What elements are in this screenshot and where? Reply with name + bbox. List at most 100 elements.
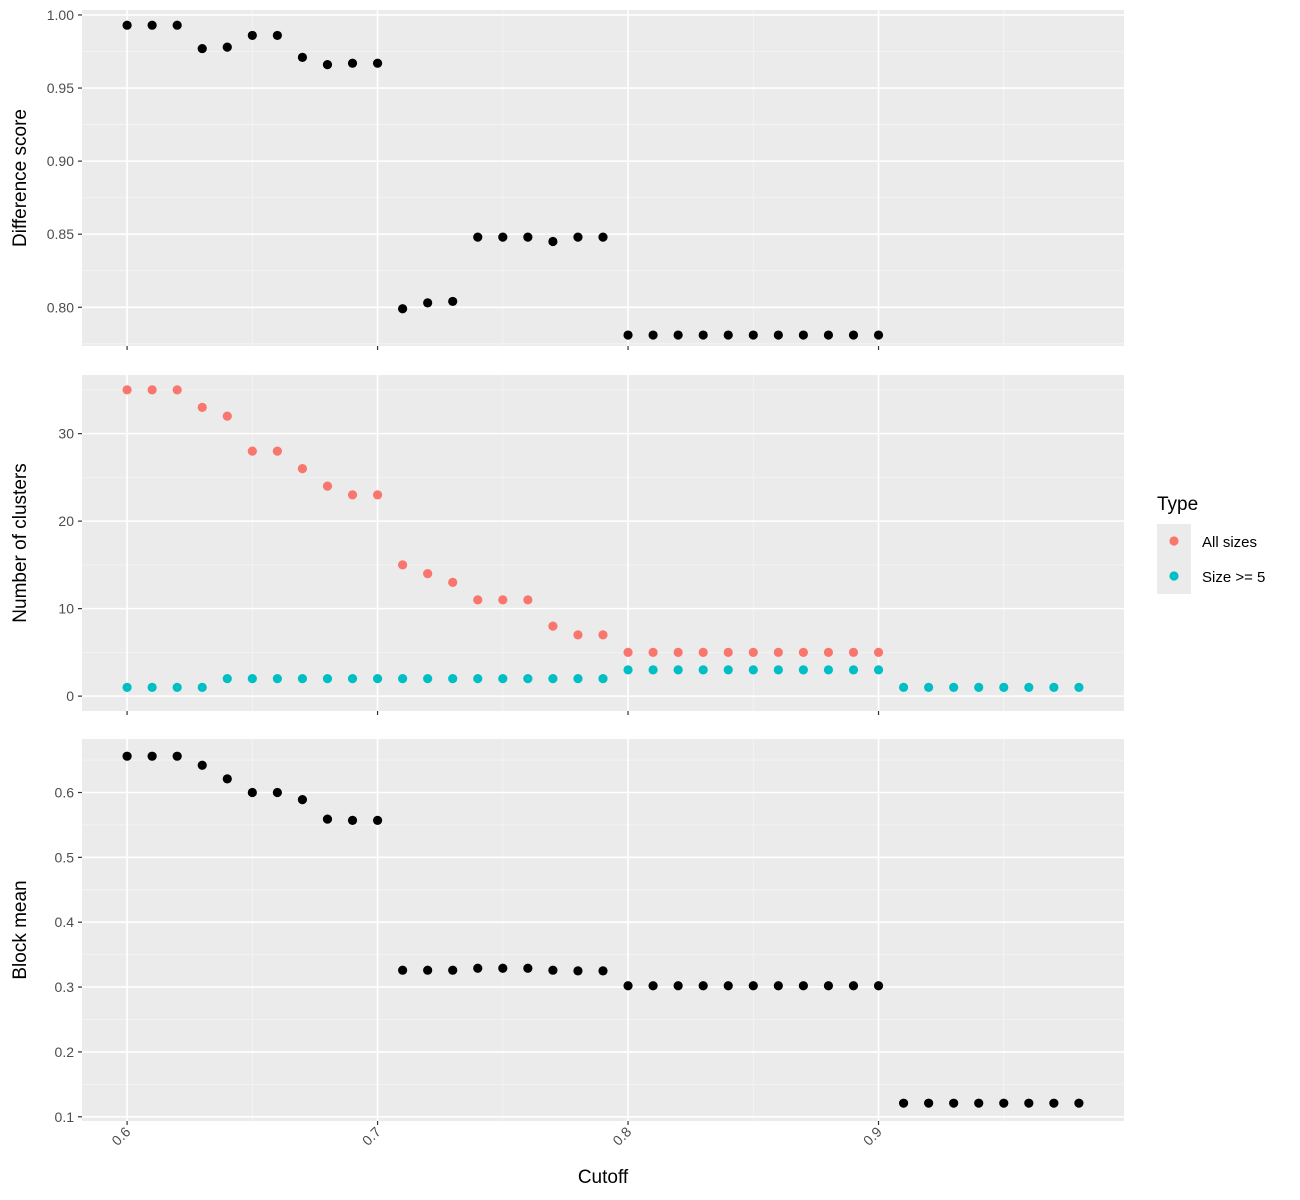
data-point xyxy=(798,330,808,340)
data-point xyxy=(147,20,157,30)
panel-background xyxy=(82,375,1124,711)
data-point xyxy=(398,674,408,684)
data-point xyxy=(347,815,358,825)
data-point xyxy=(573,630,583,640)
data-point xyxy=(197,760,207,770)
data-point xyxy=(748,647,758,657)
data-point xyxy=(197,43,207,54)
data-point xyxy=(498,595,508,605)
y-axis: 0.1 0.2 0.3 0.4 0.5 0.6 xyxy=(55,785,82,1125)
data-point xyxy=(573,966,583,976)
data-point xyxy=(322,674,333,684)
data-point xyxy=(823,665,834,675)
data-point xyxy=(272,787,282,798)
y-tick-label: 0.1 xyxy=(55,1109,75,1125)
x-tick-label: 0.7 xyxy=(359,1123,384,1148)
data-point xyxy=(748,330,758,340)
data-point xyxy=(423,965,433,975)
data-points xyxy=(122,385,1084,692)
data-point xyxy=(1074,1098,1084,1108)
data-point xyxy=(773,981,783,991)
data-point xyxy=(398,560,408,570)
data-point xyxy=(372,674,383,684)
legend-key-all-sizes xyxy=(1169,536,1179,546)
data-point xyxy=(698,647,708,657)
data-point xyxy=(473,595,483,605)
data-point xyxy=(222,674,232,684)
data-point xyxy=(598,232,608,242)
data-point xyxy=(873,647,884,657)
x-axis-tick-labels: 0.6 0.7 0.8 0.9 xyxy=(108,1123,885,1148)
y-tick-label: 20 xyxy=(58,513,74,529)
data-point xyxy=(247,787,257,798)
data-point xyxy=(673,981,683,991)
data-point xyxy=(347,490,358,500)
data-point xyxy=(573,674,583,684)
data-point xyxy=(222,774,232,784)
data-point xyxy=(147,751,157,761)
data-point xyxy=(372,490,383,500)
data-point xyxy=(898,1098,909,1108)
data-point xyxy=(523,963,533,973)
data-point xyxy=(848,981,859,991)
legend: Type All sizes Size >= 5 xyxy=(1157,494,1265,594)
x-tick-marks xyxy=(126,711,880,715)
data-point xyxy=(673,330,683,340)
data-point xyxy=(723,665,733,675)
data-point xyxy=(122,682,132,692)
data-point xyxy=(648,647,658,657)
data-point xyxy=(197,682,207,692)
data-point xyxy=(222,411,232,421)
data-point xyxy=(949,682,959,692)
data-point xyxy=(873,981,884,991)
y-tick-label: 0.6 xyxy=(55,785,75,801)
data-point xyxy=(848,330,859,340)
data-point xyxy=(498,963,508,973)
data-point xyxy=(823,330,834,340)
legend-label-size-ge-5: Size >= 5 xyxy=(1202,569,1265,586)
data-point xyxy=(648,981,658,991)
x-tick-label: 0.8 xyxy=(609,1123,634,1148)
data-point xyxy=(698,981,708,991)
data-point xyxy=(1049,1098,1059,1108)
data-point xyxy=(523,232,533,242)
data-point xyxy=(548,621,558,631)
legend-label-all-sizes: All sizes xyxy=(1202,534,1257,551)
data-point xyxy=(773,647,783,657)
y-axis: 0 10 20 30 xyxy=(58,426,82,704)
data-point xyxy=(473,963,483,973)
data-point xyxy=(698,330,708,340)
data-points xyxy=(122,20,884,340)
panel-block-mean: 0.1 0.2 0.3 0.4 0.5 0.6 Block mean xyxy=(10,739,1124,1125)
data-point xyxy=(322,814,333,824)
data-point xyxy=(297,52,308,62)
data-point xyxy=(573,232,583,242)
data-point xyxy=(272,674,282,684)
data-point xyxy=(272,446,282,456)
data-point xyxy=(523,674,533,684)
data-point xyxy=(297,674,308,684)
y-tick-label: 0 xyxy=(66,688,74,704)
data-point xyxy=(347,58,358,68)
data-point xyxy=(398,304,408,314)
data-point xyxy=(623,647,633,657)
x-tick-marks xyxy=(126,346,880,350)
data-point xyxy=(172,682,182,692)
data-point xyxy=(1024,682,1034,692)
data-point xyxy=(648,665,658,675)
y-tick-label: 0.5 xyxy=(55,849,75,865)
data-point xyxy=(1074,682,1084,692)
data-point xyxy=(122,385,132,395)
y-tick-label: 30 xyxy=(58,426,74,442)
data-point xyxy=(698,665,708,675)
data-point xyxy=(448,965,458,975)
data-point xyxy=(272,30,282,41)
y-tick-label: 0.3 xyxy=(55,979,75,995)
data-point xyxy=(623,665,633,675)
data-point xyxy=(398,965,408,975)
data-point xyxy=(423,298,433,308)
panel-number-of-clusters: 0 10 20 30 Number of clusters xyxy=(10,375,1124,715)
data-point xyxy=(648,330,658,340)
data-point xyxy=(798,665,808,675)
y-tick-label: 10 xyxy=(58,601,74,617)
